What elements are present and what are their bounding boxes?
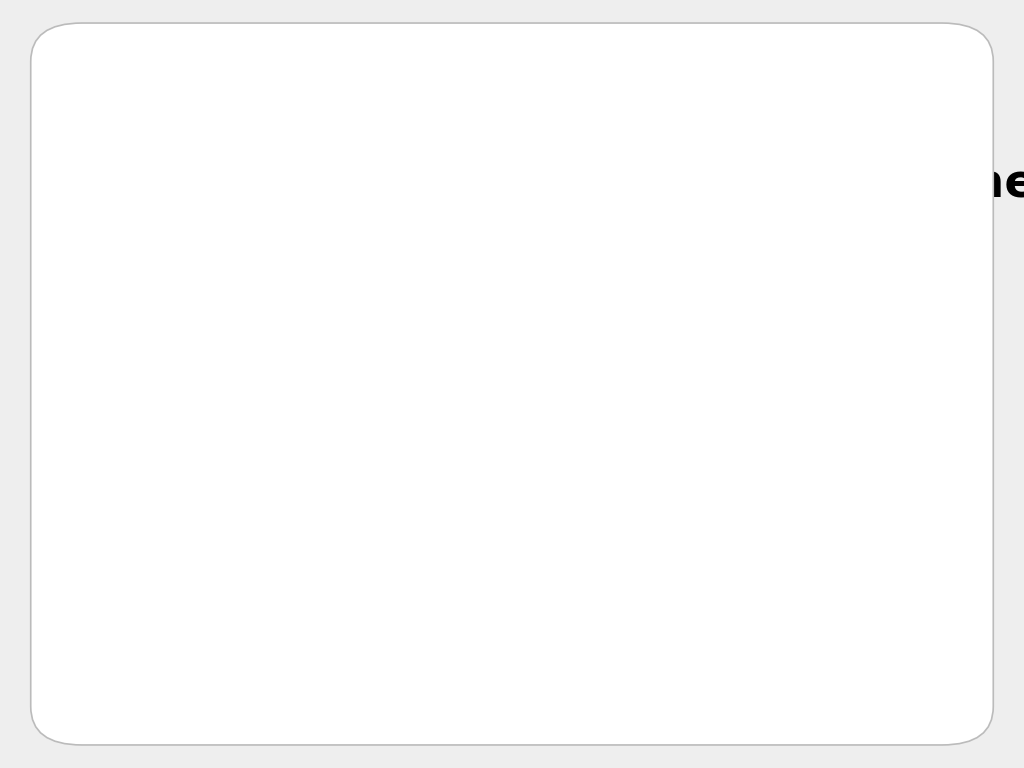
- Text: Age range-1 to 30 months: Age range-1 to 30 months: [195, 263, 760, 305]
- Text: Consists of 3 parts: Consists of 3 parts: [195, 348, 595, 389]
- Text: Bayley Scales of Infant Development: Bayley Scales of Infant Development: [113, 162, 1024, 207]
- Text: •: •: [109, 345, 137, 392]
- Text: Motor scale: Motor scale: [113, 509, 361, 551]
- Text: •: •: [109, 260, 137, 308]
- Text: Behavioral rating scale: Behavioral rating scale: [113, 594, 607, 635]
- Text: Mental scale: Mental scale: [113, 432, 383, 474]
